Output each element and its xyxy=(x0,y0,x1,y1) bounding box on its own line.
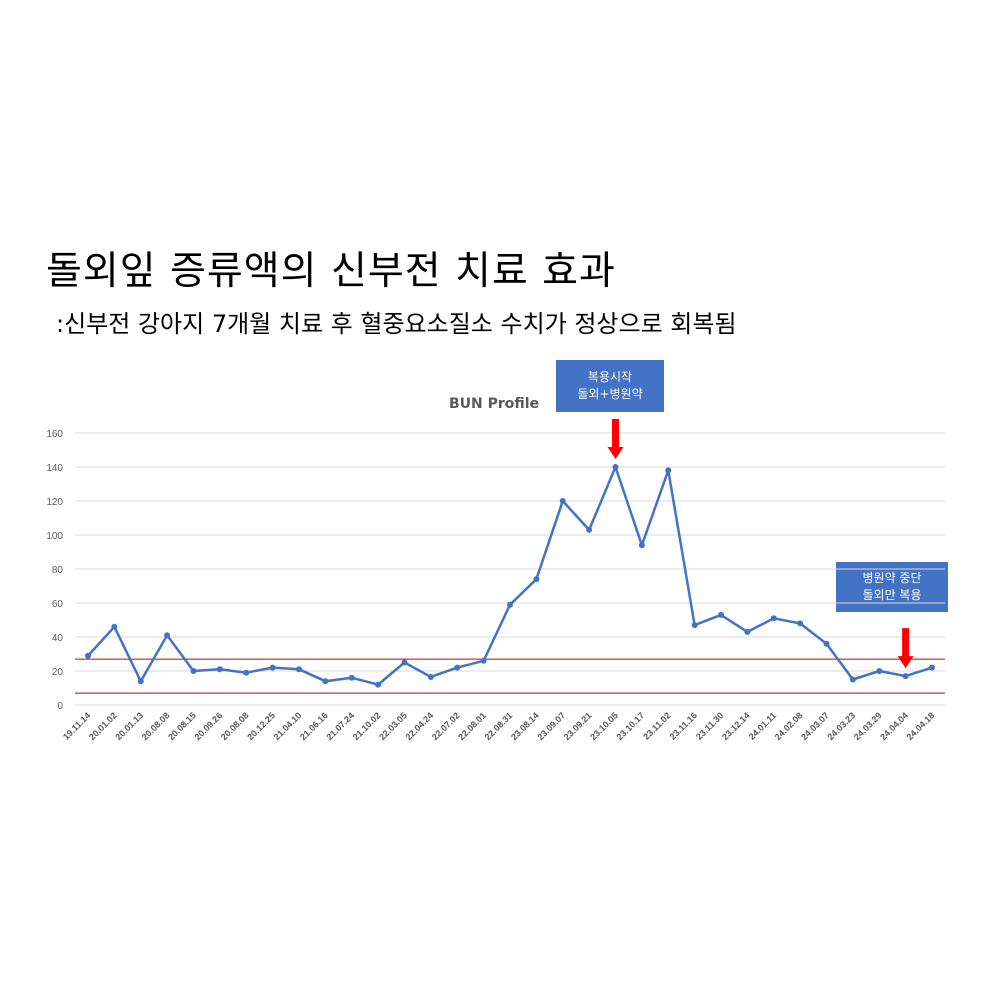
x-tick-label: 23.11.02 xyxy=(641,710,672,741)
data-point xyxy=(401,659,408,666)
data-point xyxy=(375,681,382,688)
x-tick-label: 23.11.16 xyxy=(668,710,699,741)
x-tick-label: 24.04.04 xyxy=(878,710,910,742)
data-point xyxy=(770,615,777,622)
x-tick-label: 21.10.02 xyxy=(351,710,383,742)
y-tick-label: 140 xyxy=(46,463,63,474)
x-tick-label: 20.01.02 xyxy=(87,710,119,742)
x-tick-label: 20.08.08 xyxy=(219,710,251,742)
data-point xyxy=(876,668,883,674)
data-point xyxy=(507,601,513,608)
data-point xyxy=(243,669,250,676)
data-point xyxy=(480,657,487,664)
data-point xyxy=(190,668,197,674)
y-tick-label: 40 xyxy=(52,633,64,644)
x-tick-label: 24.02.08 xyxy=(773,710,805,742)
x-tick-label: 23.09.21 xyxy=(562,710,594,742)
data-point xyxy=(665,467,672,474)
callout-medicine-stopped: 병원약 중단 돌외만 복용 xyxy=(836,562,948,612)
x-tick-label: 24.04.18 xyxy=(905,710,937,742)
data-point xyxy=(691,622,698,629)
data-point xyxy=(164,632,171,639)
page-subtitle: :신부전 강아지 7개월 치료 후 혈중요소질소 수치가 정상으로 회복됨 xyxy=(56,310,737,338)
data-point xyxy=(533,576,540,583)
x-tick-label: 22.08.31 xyxy=(483,710,515,742)
page-title: 돌외잎 증류액의 신부전 치료 효과 xyxy=(46,249,616,294)
callout-medicine-stopped-line2: 돌외만 복용 xyxy=(862,588,922,602)
data-point xyxy=(137,678,144,685)
x-tick-label: 24.03.07 xyxy=(799,710,831,742)
y-tick-label: 160 xyxy=(46,429,63,440)
x-tick-label: 22.08.01 xyxy=(456,710,488,742)
y-tick-label: 120 xyxy=(46,497,63,508)
data-point xyxy=(849,676,856,683)
x-tick-label: 20.08.15 xyxy=(166,710,198,742)
x-tick-label: 21.06.16 xyxy=(298,710,330,742)
x-tick-label: 23.08.14 xyxy=(509,710,541,742)
series-line xyxy=(87,465,933,686)
x-tick-label: 20.09.26 xyxy=(192,710,224,742)
y-tick-label: 20 xyxy=(52,667,64,678)
x-tick-label: 20.01.13 xyxy=(113,710,145,742)
callout-treatment-start-line1: 복용시작 xyxy=(587,370,633,384)
x-tick-label: 24.03.29 xyxy=(852,710,884,742)
data-point xyxy=(929,664,935,671)
down-arrow-icon xyxy=(897,628,914,669)
data-point xyxy=(744,628,751,635)
callout-treatment-start: 복용시작 돌외+병원약 xyxy=(556,360,664,412)
data-point xyxy=(85,652,91,659)
data-point xyxy=(322,678,329,685)
data-point xyxy=(559,498,566,504)
x-tick-label: 20.12.25 xyxy=(245,710,277,742)
x-tick-label: 23.10.17 xyxy=(614,710,646,742)
chart-title: BUN Profile xyxy=(449,396,540,412)
data-point xyxy=(586,526,593,533)
x-tick-label: 21.04.10 xyxy=(272,710,304,742)
data-point xyxy=(902,673,909,680)
x-tick-label: 22.07.02 xyxy=(430,710,462,742)
x-tick-label: 23.12.14 xyxy=(720,710,752,742)
callout-medicine-stopped-line1: 병원약 중단 xyxy=(862,571,922,585)
y-tick-label: 80 xyxy=(52,565,64,576)
data-point xyxy=(427,673,434,680)
y-tick-label: 60 xyxy=(52,599,64,610)
data-point xyxy=(638,542,645,549)
data-point xyxy=(823,640,830,647)
x-tick-label: 23.10.05 xyxy=(588,710,620,742)
y-tick-label: 0 xyxy=(57,701,63,712)
data-point xyxy=(718,611,724,618)
data-point xyxy=(797,620,804,627)
x-tick-label: 20.08.08 xyxy=(140,710,172,742)
data-point xyxy=(348,674,355,681)
data-point xyxy=(216,666,223,673)
x-tick-label: 23.09.07 xyxy=(535,710,567,742)
y-tick-label: 100 xyxy=(46,531,63,542)
x-tick-label: 21.07.24 xyxy=(324,710,356,742)
data-point xyxy=(454,664,461,671)
data-point xyxy=(296,666,302,673)
data-point xyxy=(111,623,118,630)
x-tick-label: 22.03.05 xyxy=(377,710,409,742)
data-point xyxy=(612,464,619,470)
down-arrow-icon xyxy=(607,419,624,459)
x-tick-label: 22.04.24 xyxy=(403,710,435,742)
data-point xyxy=(269,664,276,671)
x-tick-label: 24.03.23 xyxy=(825,710,857,742)
callout-treatment-start-line2: 돌외+병원약 xyxy=(577,387,643,401)
